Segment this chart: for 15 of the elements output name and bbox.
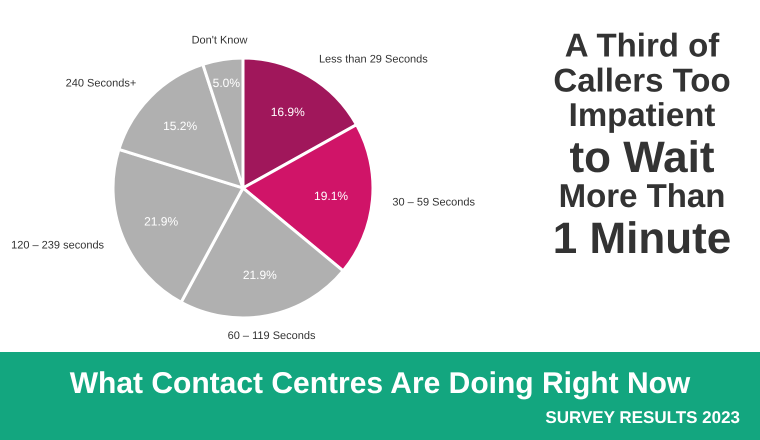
slice-label: 120 – 239 seconds bbox=[11, 239, 105, 252]
data-label: 21.9% bbox=[144, 214, 178, 229]
data-label: 19.1% bbox=[314, 189, 348, 204]
slice-label: Less than 29 Seconds bbox=[318, 54, 428, 66]
data-label: 15.2% bbox=[163, 119, 198, 134]
text: SURVEY RESULTS 2023 bbox=[545, 408, 740, 427]
slice-label: 240 Seconds+ bbox=[66, 77, 136, 90]
data-label: 21.9% bbox=[242, 268, 278, 282]
slice-label: Don't Know bbox=[192, 34, 248, 47]
text: What Contact Centres Are Doing Right Now bbox=[70, 367, 691, 400]
slice-label: 30 – 59 Seconds bbox=[392, 196, 476, 208]
data-label: 16.9% bbox=[270, 104, 306, 119]
data-label: 5.0% bbox=[212, 76, 240, 90]
text: A Third of Callers Too Impatient to Wait More Than 1 Minute bbox=[552, 26, 732, 263]
slice-label: 60 – 119 Seconds bbox=[228, 330, 316, 342]
